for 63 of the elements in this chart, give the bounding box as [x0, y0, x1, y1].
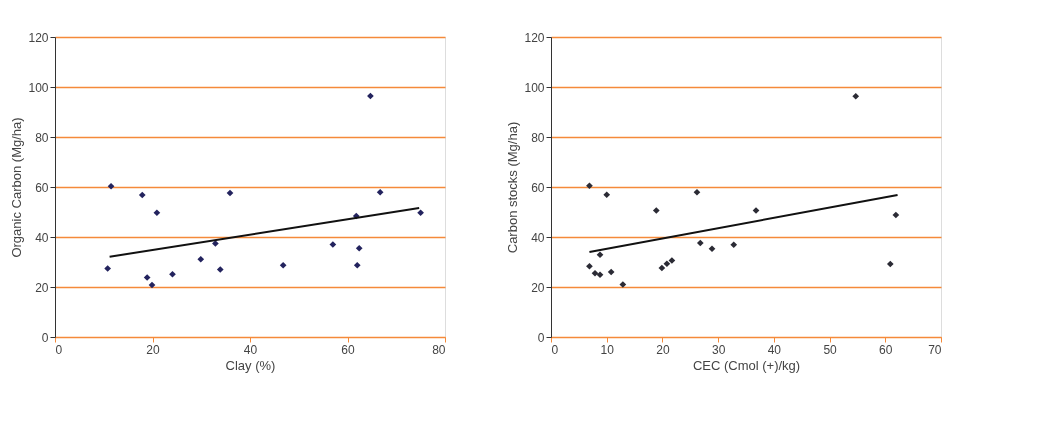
y-tick-label: 120 [524, 30, 545, 45]
y-tick-label: 100 [524, 80, 545, 95]
y-tick-label: 100 [28, 80, 49, 95]
point [153, 209, 161, 217]
x-tick-label: 0 [55, 342, 63, 357]
point [693, 188, 701, 196]
x-tick-label: 60 [879, 342, 893, 357]
point [730, 241, 738, 249]
point [892, 211, 900, 219]
point [603, 191, 611, 199]
x-tick-label: 30 [711, 342, 726, 357]
point [148, 281, 156, 289]
point [376, 188, 384, 196]
point [591, 269, 599, 277]
y-axis-title: Carbon stocks (Mg/ha) [505, 121, 521, 254]
point [663, 260, 671, 268]
y-tick-label: 20 [35, 280, 49, 295]
y-tick-label: 0 [537, 330, 545, 345]
point [169, 270, 176, 278]
x-tick-label: 40 [243, 342, 258, 357]
point [708, 245, 716, 253]
point [596, 251, 604, 259]
point [586, 182, 593, 190]
y-tick-label: 80 [531, 130, 545, 145]
y-tick-label: 60 [35, 180, 49, 195]
point [279, 261, 287, 269]
point [417, 209, 424, 217]
y-tick-label: 40 [35, 230, 49, 245]
x-tick-label: 60 [341, 342, 355, 357]
point [197, 255, 205, 263]
y-tick-label: 0 [41, 330, 49, 345]
point [226, 189, 234, 197]
x-tick-label: 0 [551, 342, 559, 357]
point [586, 262, 593, 270]
x-tick-label: 50 [823, 342, 838, 357]
y-tick-label: 40 [531, 230, 545, 245]
x-tick-label: 80 [432, 342, 446, 357]
point [607, 268, 615, 276]
y-tick-label: 60 [531, 180, 545, 195]
y-axis-title: Organic Carbon (Mg/ha) [9, 117, 25, 258]
x-tick-label: 20 [146, 342, 160, 357]
point [104, 265, 111, 272]
y-tick-label: 120 [28, 30, 49, 45]
x-tick-label: 20 [656, 342, 670, 357]
point [107, 182, 115, 190]
point [658, 264, 666, 272]
point [355, 244, 363, 252]
point [216, 266, 224, 273]
y-tick-label: 80 [35, 130, 49, 145]
x-tick-label: 40 [767, 342, 782, 357]
point [596, 271, 604, 279]
x-tick-label: 10 [600, 342, 615, 357]
point [852, 92, 860, 100]
x-axis-title: CEC (Cmol (+)/kg) [692, 357, 801, 373]
x-tick-label: 70 [928, 342, 942, 357]
point [696, 239, 704, 247]
x-axis-title: Clay (%) [225, 357, 276, 373]
point [138, 191, 146, 199]
y-tick-label: 20 [531, 280, 545, 295]
point [353, 261, 361, 269]
point [652, 207, 660, 214]
point [212, 240, 219, 247]
point [886, 260, 894, 268]
